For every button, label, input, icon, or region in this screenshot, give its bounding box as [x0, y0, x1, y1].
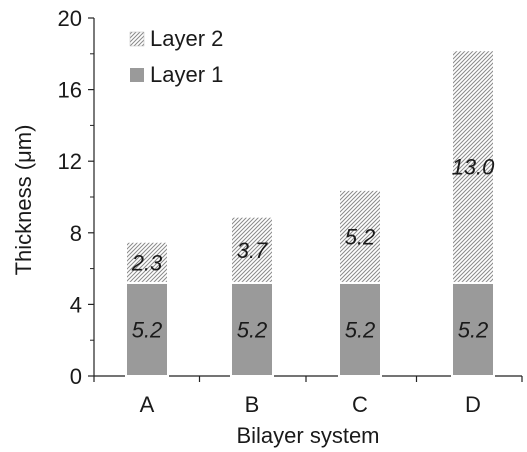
data-label-layer-1-c: 5.2 — [345, 317, 376, 342]
x-tick-label: B — [245, 392, 260, 417]
y-tick-label: 12 — [58, 149, 82, 174]
legend-swatch-layer-1 — [130, 68, 144, 82]
y-tick-label: 20 — [58, 6, 82, 31]
x-tick-label: C — [352, 392, 368, 417]
legend-label-layer-1: Layer 1 — [150, 62, 223, 87]
y-axis-title: Thickness (μm) — [11, 125, 36, 276]
data-label-layer-1-b: 5.2 — [237, 317, 268, 342]
y-tick-label: 4 — [70, 292, 82, 317]
bar-layer-1-c — [338, 281, 382, 378]
x-tick-label: D — [465, 392, 481, 417]
bar-layer-1-d — [451, 281, 495, 378]
data-label-layer-2-b: 3.7 — [237, 238, 268, 263]
bar-layer-2-b — [230, 215, 274, 284]
bar-layer-2-d — [451, 49, 495, 284]
data-label-layer-1-a: 5.2 — [132, 317, 163, 342]
x-tick-label: A — [140, 392, 155, 417]
legend-label-layer-2: Layer 2 — [150, 26, 223, 51]
data-label-layer-1-d: 5.2 — [458, 317, 489, 342]
y-tick-label: 0 — [70, 364, 82, 389]
y-tick-label: 16 — [58, 78, 82, 103]
legend-swatch-layer-2 — [129, 31, 145, 47]
bar-layer-2-c — [338, 188, 382, 284]
legend: Layer 2 Layer 1 — [129, 26, 223, 87]
y-tick-label: 8 — [70, 221, 82, 246]
data-label-layer-2-d: 13.0 — [452, 155, 496, 180]
data-label-layer-2-a: 2.3 — [131, 250, 163, 275]
bar-layer-2-a — [125, 240, 169, 284]
x-axis-title: Bilayer system — [236, 423, 379, 448]
data-label-layer-2-c: 5.2 — [345, 224, 376, 249]
